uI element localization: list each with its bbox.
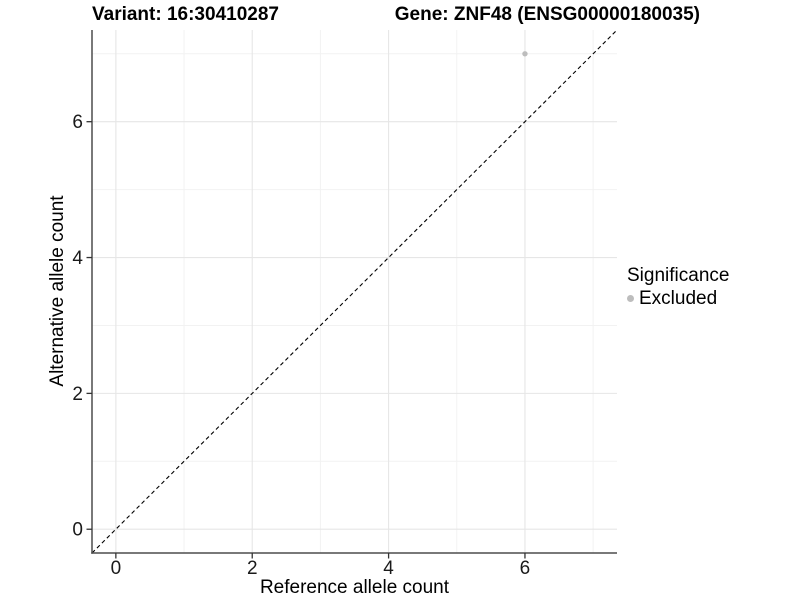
y-tick-label-4: 4 (72, 248, 83, 269)
gene-title: Gene: ZNF48 (ENSG00000180035) (394, 4, 700, 25)
y-tick-label-0: 0 (72, 520, 83, 541)
variant-title: Variant: 16:30410287 (92, 4, 279, 25)
data-point-excluded (522, 51, 528, 57)
legend-key-dot-icon (627, 295, 634, 302)
legend: Significance Excluded (627, 264, 729, 310)
x-tick-label-4: 4 (383, 558, 394, 579)
legend-title: Significance (627, 265, 730, 286)
x-tick-label-0: 0 (111, 558, 122, 579)
y-tick-label-6: 6 (72, 112, 83, 133)
x-tick-label-2: 2 (247, 558, 258, 579)
x-tick-label-6: 6 (520, 558, 531, 579)
x-axis-title: Reference allele count (259, 577, 450, 598)
legend-entry-label: Excluded (639, 288, 718, 309)
identity-line (91, 29, 618, 554)
y-axis-title: Alternative allele count (47, 195, 68, 387)
plot-title-row: Variant: 16:30410287 Gene: ZNF48 (ENSG00… (92, 4, 700, 26)
y-tick-label-2: 2 (72, 384, 83, 405)
legend-entry-excluded: Excluded (627, 287, 729, 310)
